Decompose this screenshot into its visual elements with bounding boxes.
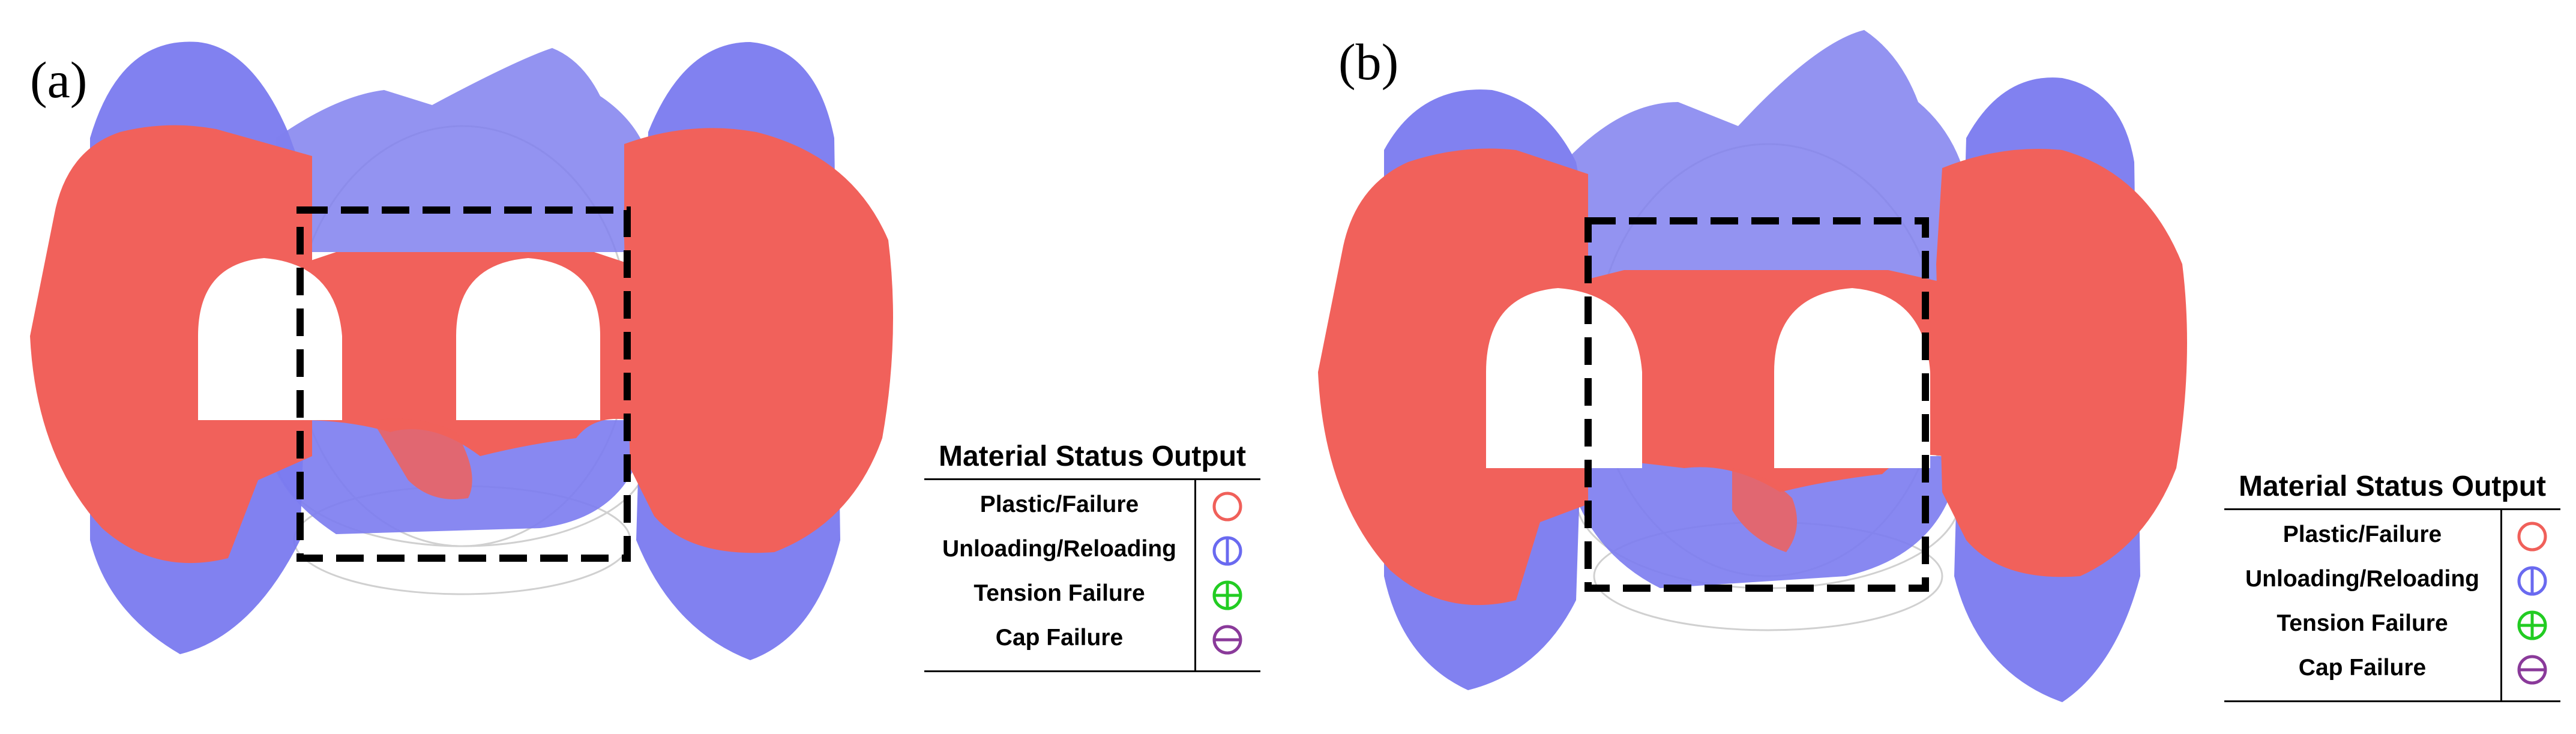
legend-divider-bottom: [924, 670, 1260, 672]
circle-vertical-bar-icon: [1212, 536, 1242, 566]
legend-label: Cap Failure: [995, 625, 1124, 651]
legend-label: Plastic/Failure: [2283, 522, 2442, 547]
circle-minus-icon: [2517, 655, 2547, 685]
panel-a: (a) Material Status Output Plastic/Failu…: [0, 0, 1284, 734]
legend-label: Unloading/Reloading: [942, 536, 1176, 562]
legend-row-tension: Tension Failure: [2224, 603, 2560, 645]
legend-divider-top: [924, 478, 1260, 480]
legend-row-tension: Tension Failure: [924, 573, 1260, 615]
legend-divider-vertical: [1194, 480, 1196, 671]
legend-title: Material Status Output: [2238, 471, 2547, 502]
tunnel-openings: [198, 258, 600, 420]
circle-minus-icon: [1212, 625, 1242, 655]
legend-label: Tension Failure: [974, 580, 1145, 606]
circle-plus-icon: [1212, 580, 1242, 610]
legend: Material Status Output Plastic/Failure U…: [2224, 465, 2560, 702]
legend-divider-bottom: [2224, 700, 2560, 702]
legend-row-cap: Cap Failure: [2224, 648, 2560, 690]
legend-divider-vertical: [2500, 510, 2502, 701]
plot-a: [30, 41, 893, 660]
legend-row-plastic: Plastic/Failure: [924, 484, 1260, 526]
legend-label: Unloading/Reloading: [2245, 566, 2479, 592]
legend-row-cap: Cap Failure: [924, 618, 1260, 660]
highlight-box: [296, 206, 631, 562]
legend-row-plastic: Plastic/Failure: [2224, 514, 2560, 556]
legend-row-unloading: Unloading/Reloading: [924, 529, 1260, 571]
circle-plus-icon: [2517, 610, 2547, 640]
plot-b: [1318, 30, 2187, 703]
legend-title: Material Status Output: [938, 441, 1247, 472]
legend-label: Tension Failure: [2277, 610, 2448, 636]
legend: Material Status Output Plastic/Failure U…: [924, 435, 1260, 672]
legend-row-unloading: Unloading/Reloading: [2224, 559, 2560, 601]
legend-label: Plastic/Failure: [980, 492, 1139, 517]
panel-label: (b): [1338, 33, 1399, 91]
panel-label: (a): [30, 51, 88, 109]
highlight-box: [1584, 217, 1929, 592]
panel-b: (b) Material Status Output Plastic/Failu…: [1288, 0, 2576, 734]
circle-icon: [2517, 522, 2547, 552]
tunnel-openings: [1486, 288, 1930, 468]
legend-label: Cap Failure: [2298, 655, 2427, 681]
legend-divider-top: [2224, 508, 2560, 510]
circle-icon: [1212, 492, 1242, 522]
circle-vertical-bar-icon: [2517, 566, 2547, 596]
